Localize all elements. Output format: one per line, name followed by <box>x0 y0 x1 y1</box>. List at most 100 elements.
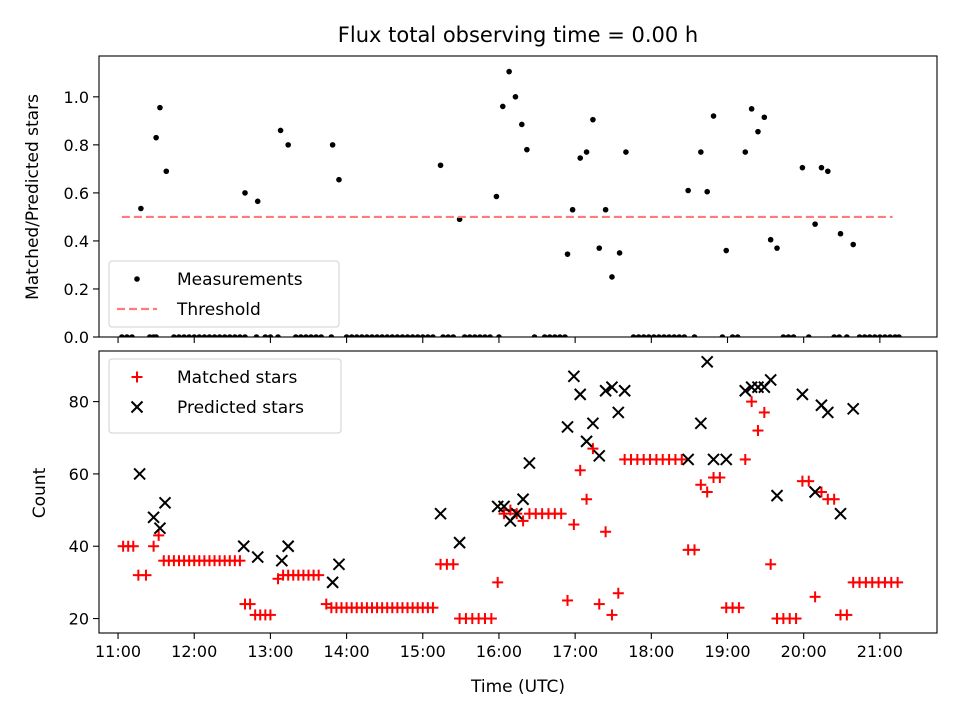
measurement-point <box>157 104 163 111</box>
matched-star-point <box>313 569 325 581</box>
legend-marker <box>130 400 144 414</box>
measurement-point <box>666 334 672 337</box>
measurement-point <box>404 334 411 337</box>
measurement-point <box>577 155 584 161</box>
matched-star-point <box>892 576 904 588</box>
measurement-point <box>871 334 878 337</box>
predicted-star-point <box>281 540 295 553</box>
matched-star-point <box>568 519 580 531</box>
predicted-star-point <box>158 496 172 510</box>
matched-star-point <box>606 609 618 621</box>
measurement-point <box>394 334 401 337</box>
top-y-axis-label: Matched/Predicted stars <box>23 94 43 300</box>
measurement-point <box>430 334 436 337</box>
matched-star-point <box>492 576 504 588</box>
predicted-star-point <box>567 370 581 383</box>
measurement-point <box>836 334 843 337</box>
measurement-point <box>487 334 493 337</box>
measurement-point <box>645 334 652 337</box>
legend: Measurements Threshold <box>108 260 340 328</box>
x-tick-label: 18:00 <box>628 642 674 661</box>
measurement-point <box>201 334 208 337</box>
measurement-point <box>774 245 780 251</box>
x-mark-b <box>694 417 708 430</box>
x-mark-b <box>237 540 250 553</box>
measurement-point <box>734 334 741 337</box>
matched-star-point <box>790 613 802 625</box>
matched-star-point <box>758 406 770 418</box>
measurement-point <box>805 334 812 337</box>
measurement-point <box>590 116 596 123</box>
predicted-star-point <box>612 406 625 419</box>
predicted-star-point <box>574 388 587 401</box>
predicted-star-point <box>764 373 777 387</box>
x-tick-label: 15:00 <box>400 642 446 661</box>
matched-star-point <box>555 508 567 520</box>
measurement-point <box>336 176 342 183</box>
x-mark-b <box>739 384 752 397</box>
measurement-point <box>409 334 416 337</box>
predicted-star-point <box>700 355 714 369</box>
matched-star-point <box>815 486 827 498</box>
measurement-point <box>671 334 677 337</box>
measurement-point <box>211 334 218 337</box>
measurement-point <box>303 334 309 337</box>
measurement-point <box>293 334 299 337</box>
x-mark-b <box>599 384 612 397</box>
x-mark-b <box>796 388 809 401</box>
measurement-point <box>466 334 473 337</box>
measurement-point <box>831 334 837 337</box>
measurement-point <box>359 334 365 337</box>
legend-item: Threshold <box>117 300 261 320</box>
measurement-point <box>531 334 538 337</box>
measurement-point <box>493 193 500 200</box>
y-tick-label: 1.0 <box>64 88 89 107</box>
x-mark-b <box>770 489 784 502</box>
predicted-star-point <box>153 521 167 535</box>
series-measurements <box>119 68 902 337</box>
measurement-point <box>661 334 667 337</box>
measurement-point <box>153 134 159 141</box>
measurement-point <box>630 334 637 337</box>
measurement-point <box>138 205 144 212</box>
axes-frame <box>98 350 938 634</box>
measurement-point <box>602 206 609 213</box>
predicted-star-point <box>707 453 720 466</box>
measurement-point <box>440 334 446 337</box>
measurement-point <box>206 334 213 337</box>
y-tick-label: 0.2 <box>64 280 89 299</box>
matched-star-point <box>498 508 510 520</box>
predicted-star-point <box>694 417 708 430</box>
measurement-point <box>253 334 260 337</box>
legend-box <box>108 260 340 328</box>
measurement-point <box>275 334 281 337</box>
matched-star-point <box>234 555 246 567</box>
matched-star-point <box>485 613 497 625</box>
measurement-point <box>129 334 135 337</box>
measurement-point <box>119 334 125 337</box>
matched-star-point <box>153 529 165 541</box>
x-tick-label: 19:00 <box>704 642 750 661</box>
measurement-point <box>844 334 850 337</box>
predicted-star-point <box>561 420 574 434</box>
x-tick-label: 11:00 <box>95 642 141 661</box>
matched-star-point <box>841 609 853 621</box>
measurement-point <box>799 164 806 171</box>
axes-frame <box>98 55 938 338</box>
x-mark-b <box>815 399 828 412</box>
predicted-star-point <box>846 402 860 416</box>
matched-star-point <box>752 425 764 437</box>
matched-star-point <box>517 515 529 527</box>
measurement-point <box>181 334 187 337</box>
measurement-point <box>472 334 478 337</box>
x-mark-b <box>720 453 733 466</box>
legend-box <box>108 358 342 434</box>
x-mark-b <box>612 406 625 419</box>
measurement-point <box>616 250 623 256</box>
measurement-point <box>896 334 902 337</box>
predicted-star-point <box>834 507 847 520</box>
measurement-point <box>482 334 488 337</box>
measurement-point <box>506 68 512 75</box>
measurement-point <box>328 334 335 337</box>
y-tick-label: 0.6 <box>64 184 89 203</box>
